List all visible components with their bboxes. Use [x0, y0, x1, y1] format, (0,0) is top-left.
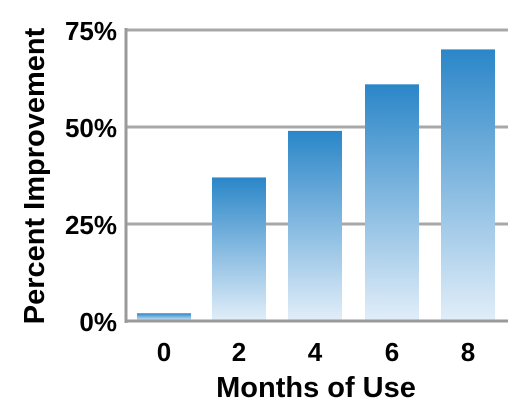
y-tick-labels: 0% 25% 50% 75% [65, 16, 117, 337]
x-tick-label: 8 [461, 337, 475, 367]
bar [441, 49, 495, 322]
y-axis-title: Percent Improvement [19, 27, 51, 324]
bars [137, 49, 495, 322]
x-tick-label: 4 [308, 337, 323, 367]
y-tick-label: 0% [79, 307, 117, 337]
x-axis-title: Months of Use [216, 372, 416, 404]
x-tick-label: 0 [157, 337, 171, 367]
bar [365, 84, 419, 321]
x-tick-label: 2 [232, 337, 246, 367]
bar [137, 313, 191, 321]
bar [288, 130, 342, 321]
x-tick-label: 6 [385, 337, 399, 367]
y-tick-label: 75% [65, 16, 117, 46]
x-tick-labels: 0 2 4 6 8 [157, 337, 475, 367]
y-tick-label: 50% [65, 113, 117, 143]
axes [124, 28, 508, 323]
bar [212, 177, 266, 321]
y-tick-label: 25% [65, 210, 117, 240]
